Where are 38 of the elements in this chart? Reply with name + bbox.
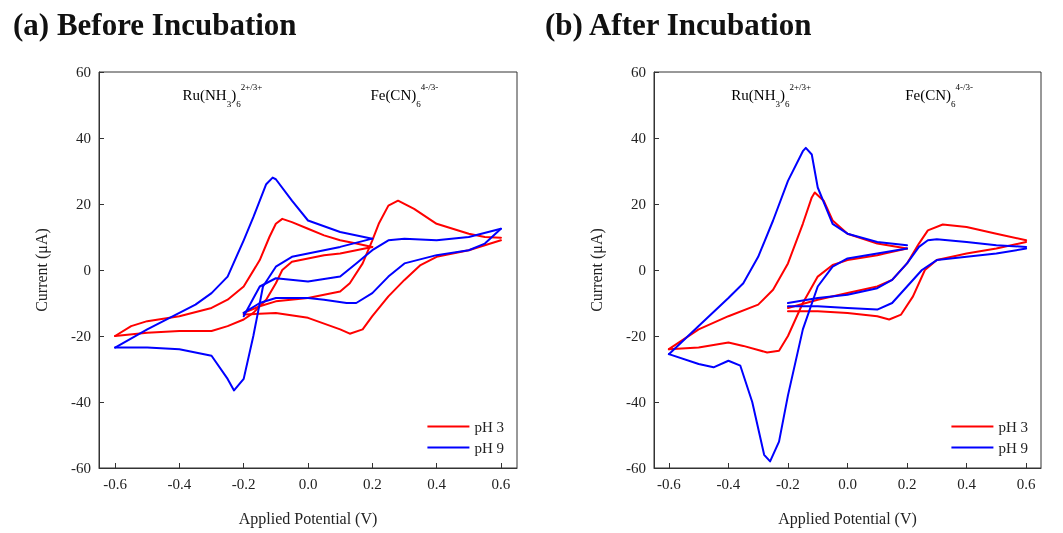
x-tick-label: -0.6 xyxy=(103,475,128,492)
y-tick-label: 20 xyxy=(630,196,646,212)
y-tick-label: 40 xyxy=(76,130,91,146)
y-axis-title: Current (μA) xyxy=(587,228,605,312)
x-axis-title: Applied Potential (V) xyxy=(238,509,378,528)
x-tick-label: -0.4 xyxy=(167,475,192,492)
y-tick-label: 60 xyxy=(630,64,646,80)
chart-title: (b) After Incubation xyxy=(544,7,811,42)
y-tick-label: -20 xyxy=(625,328,646,344)
x-tick-label: -0.2 xyxy=(231,475,256,492)
x-tick-label: 0.6 xyxy=(1016,475,1036,492)
y-tick-label: -20 xyxy=(71,328,91,344)
y-tick-label: 60 xyxy=(76,64,91,80)
x-tick-label: 0.0 xyxy=(298,475,318,492)
y-tick-label: -60 xyxy=(71,460,91,476)
x-tick-label: 0.4 xyxy=(427,475,447,492)
legend-label: pH 3 xyxy=(997,418,1028,435)
x-tick-label: -0.6 xyxy=(656,475,681,492)
y-tick-label: 0 xyxy=(638,262,646,278)
chart-title: (a) Before Incubation xyxy=(13,7,297,42)
x-tick-label: 0.4 xyxy=(956,475,976,492)
legend-label: pH 9 xyxy=(997,439,1028,456)
legend-label: pH 9 xyxy=(474,439,505,456)
y-tick-label: 20 xyxy=(76,196,91,212)
y-tick-label: -60 xyxy=(625,460,646,476)
x-tick-label: -0.4 xyxy=(716,475,741,492)
x-tick-label: 0.2 xyxy=(897,475,916,492)
x-tick-label: -0.2 xyxy=(775,475,800,492)
x-tick-label: 0.2 xyxy=(362,475,382,492)
y-tick-label: -40 xyxy=(71,394,91,410)
x-tick-label: 0.0 xyxy=(837,475,857,492)
y-tick-label: 40 xyxy=(630,130,646,146)
y-axis-title: Current (μA) xyxy=(32,228,51,312)
x-tick-label: 0.6 xyxy=(491,475,511,492)
x-axis-title: Applied Potential (V) xyxy=(777,509,917,528)
y-tick-label: -40 xyxy=(625,394,646,410)
y-tick-label: 0 xyxy=(83,262,91,278)
legend-label: pH 3 xyxy=(474,418,505,435)
